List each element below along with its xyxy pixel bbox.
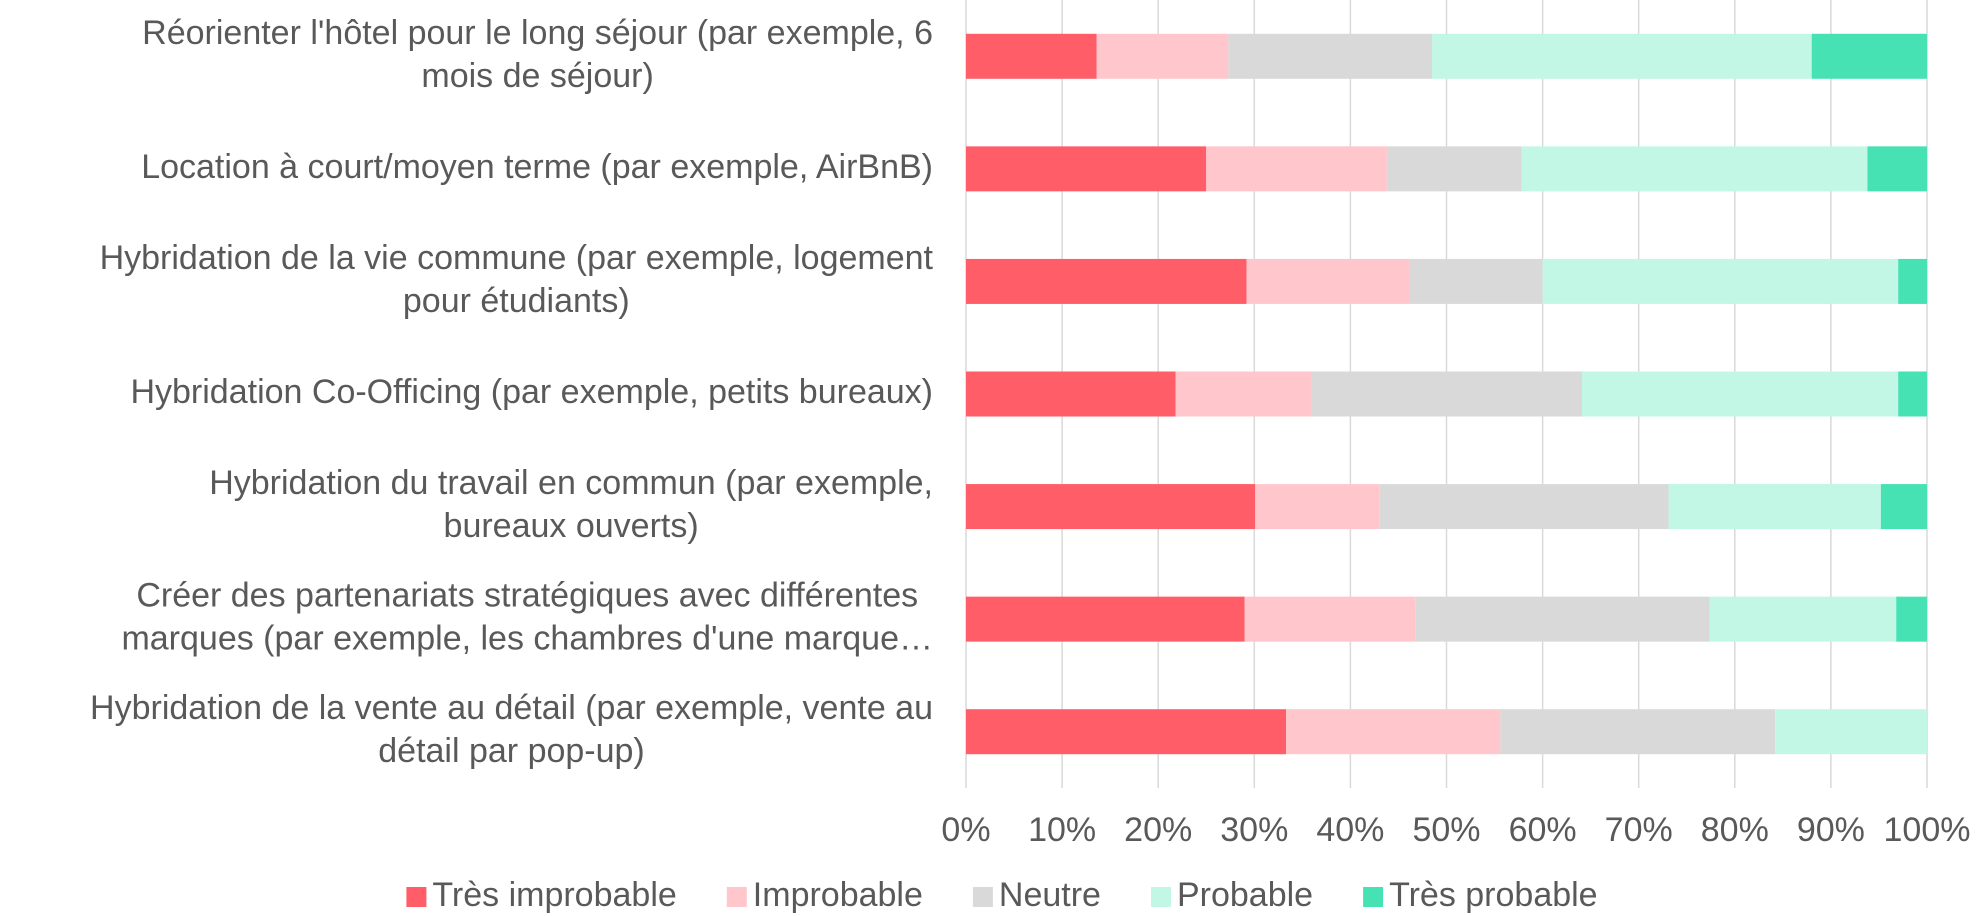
bar-segment (1500, 709, 1776, 755)
bar-segment (966, 596, 1245, 642)
bar-segment (1096, 33, 1229, 79)
category-label: Hybridation du travail en commun (par ex… (209, 464, 933, 545)
bar-segment (1896, 596, 1927, 642)
legend-swatch (406, 887, 427, 907)
x-tick-label: 80% (1701, 811, 1769, 849)
bar-segment (1255, 484, 1380, 530)
bar-segment (1432, 33, 1812, 79)
bar-segment (1228, 33, 1433, 79)
legend-swatch (726, 887, 747, 907)
x-tick-label: 70% (1605, 811, 1673, 849)
x-tick-label: 30% (1220, 811, 1288, 849)
bar-segment (966, 146, 1207, 192)
bar-segment (966, 484, 1256, 530)
bar-segment (1542, 258, 1899, 304)
x-tick-label: 50% (1412, 811, 1480, 849)
x-tick-label: 90% (1797, 811, 1865, 849)
category-label: Créer des partenariats stratégiques avec… (121, 577, 933, 658)
bar-segment (966, 371, 1176, 417)
bar-segment (1379, 484, 1669, 530)
legend-swatch (1363, 887, 1384, 907)
category-label: Hybridation de la vente au détail (par e… (90, 689, 933, 770)
legend-swatch (972, 887, 993, 907)
x-tick-label: 0% (941, 811, 990, 849)
x-tick-label: 60% (1509, 811, 1577, 849)
bar-segment (966, 33, 1097, 79)
bar-segment (1386, 146, 1522, 192)
bar-segment (1880, 484, 1927, 530)
bar-segment (1311, 371, 1583, 417)
bar-segment (1244, 596, 1416, 642)
bar-segment (1709, 596, 1897, 642)
bar-segment (1898, 258, 1927, 304)
legend-label: Très probable (1389, 876, 1598, 914)
bar-segment (966, 709, 1287, 755)
x-tick-label: 100% (1884, 811, 1971, 849)
bar-segment (1582, 371, 1899, 417)
bar-segment (1668, 484, 1881, 530)
category-label: Hybridation de la vie commune (par exemp… (100, 239, 934, 320)
bar-segment (1286, 709, 1501, 755)
bar-segment (1206, 146, 1387, 192)
category-label: Location à court/moyen terme (par exempl… (141, 148, 933, 186)
x-tick-label: 40% (1316, 811, 1384, 849)
category-label: Réorienter l'hôtel pour le long séjour (… (142, 14, 933, 95)
bar-segment (1175, 371, 1312, 417)
legend-label: Improbable (753, 876, 923, 914)
bar-segment (1246, 258, 1410, 304)
bar-segment (1521, 146, 1868, 192)
legend-label: Très improbable (432, 876, 676, 914)
bar-segment (1409, 258, 1543, 304)
legend-label: Neutre (999, 876, 1101, 914)
bar-segment (1867, 146, 1927, 192)
bar-segment (1415, 596, 1710, 642)
bar-segment (1898, 371, 1927, 417)
bar-segment (1775, 709, 1927, 755)
legend-swatch (1150, 887, 1171, 907)
bar-segment (1811, 33, 1927, 79)
x-tick-label: 20% (1124, 811, 1192, 849)
legend-label: Probable (1177, 876, 1313, 914)
category-label: Hybridation Co-Officing (par exemple, pe… (130, 373, 933, 411)
x-tick-label: 10% (1028, 811, 1096, 849)
bar-segment (966, 258, 1247, 304)
